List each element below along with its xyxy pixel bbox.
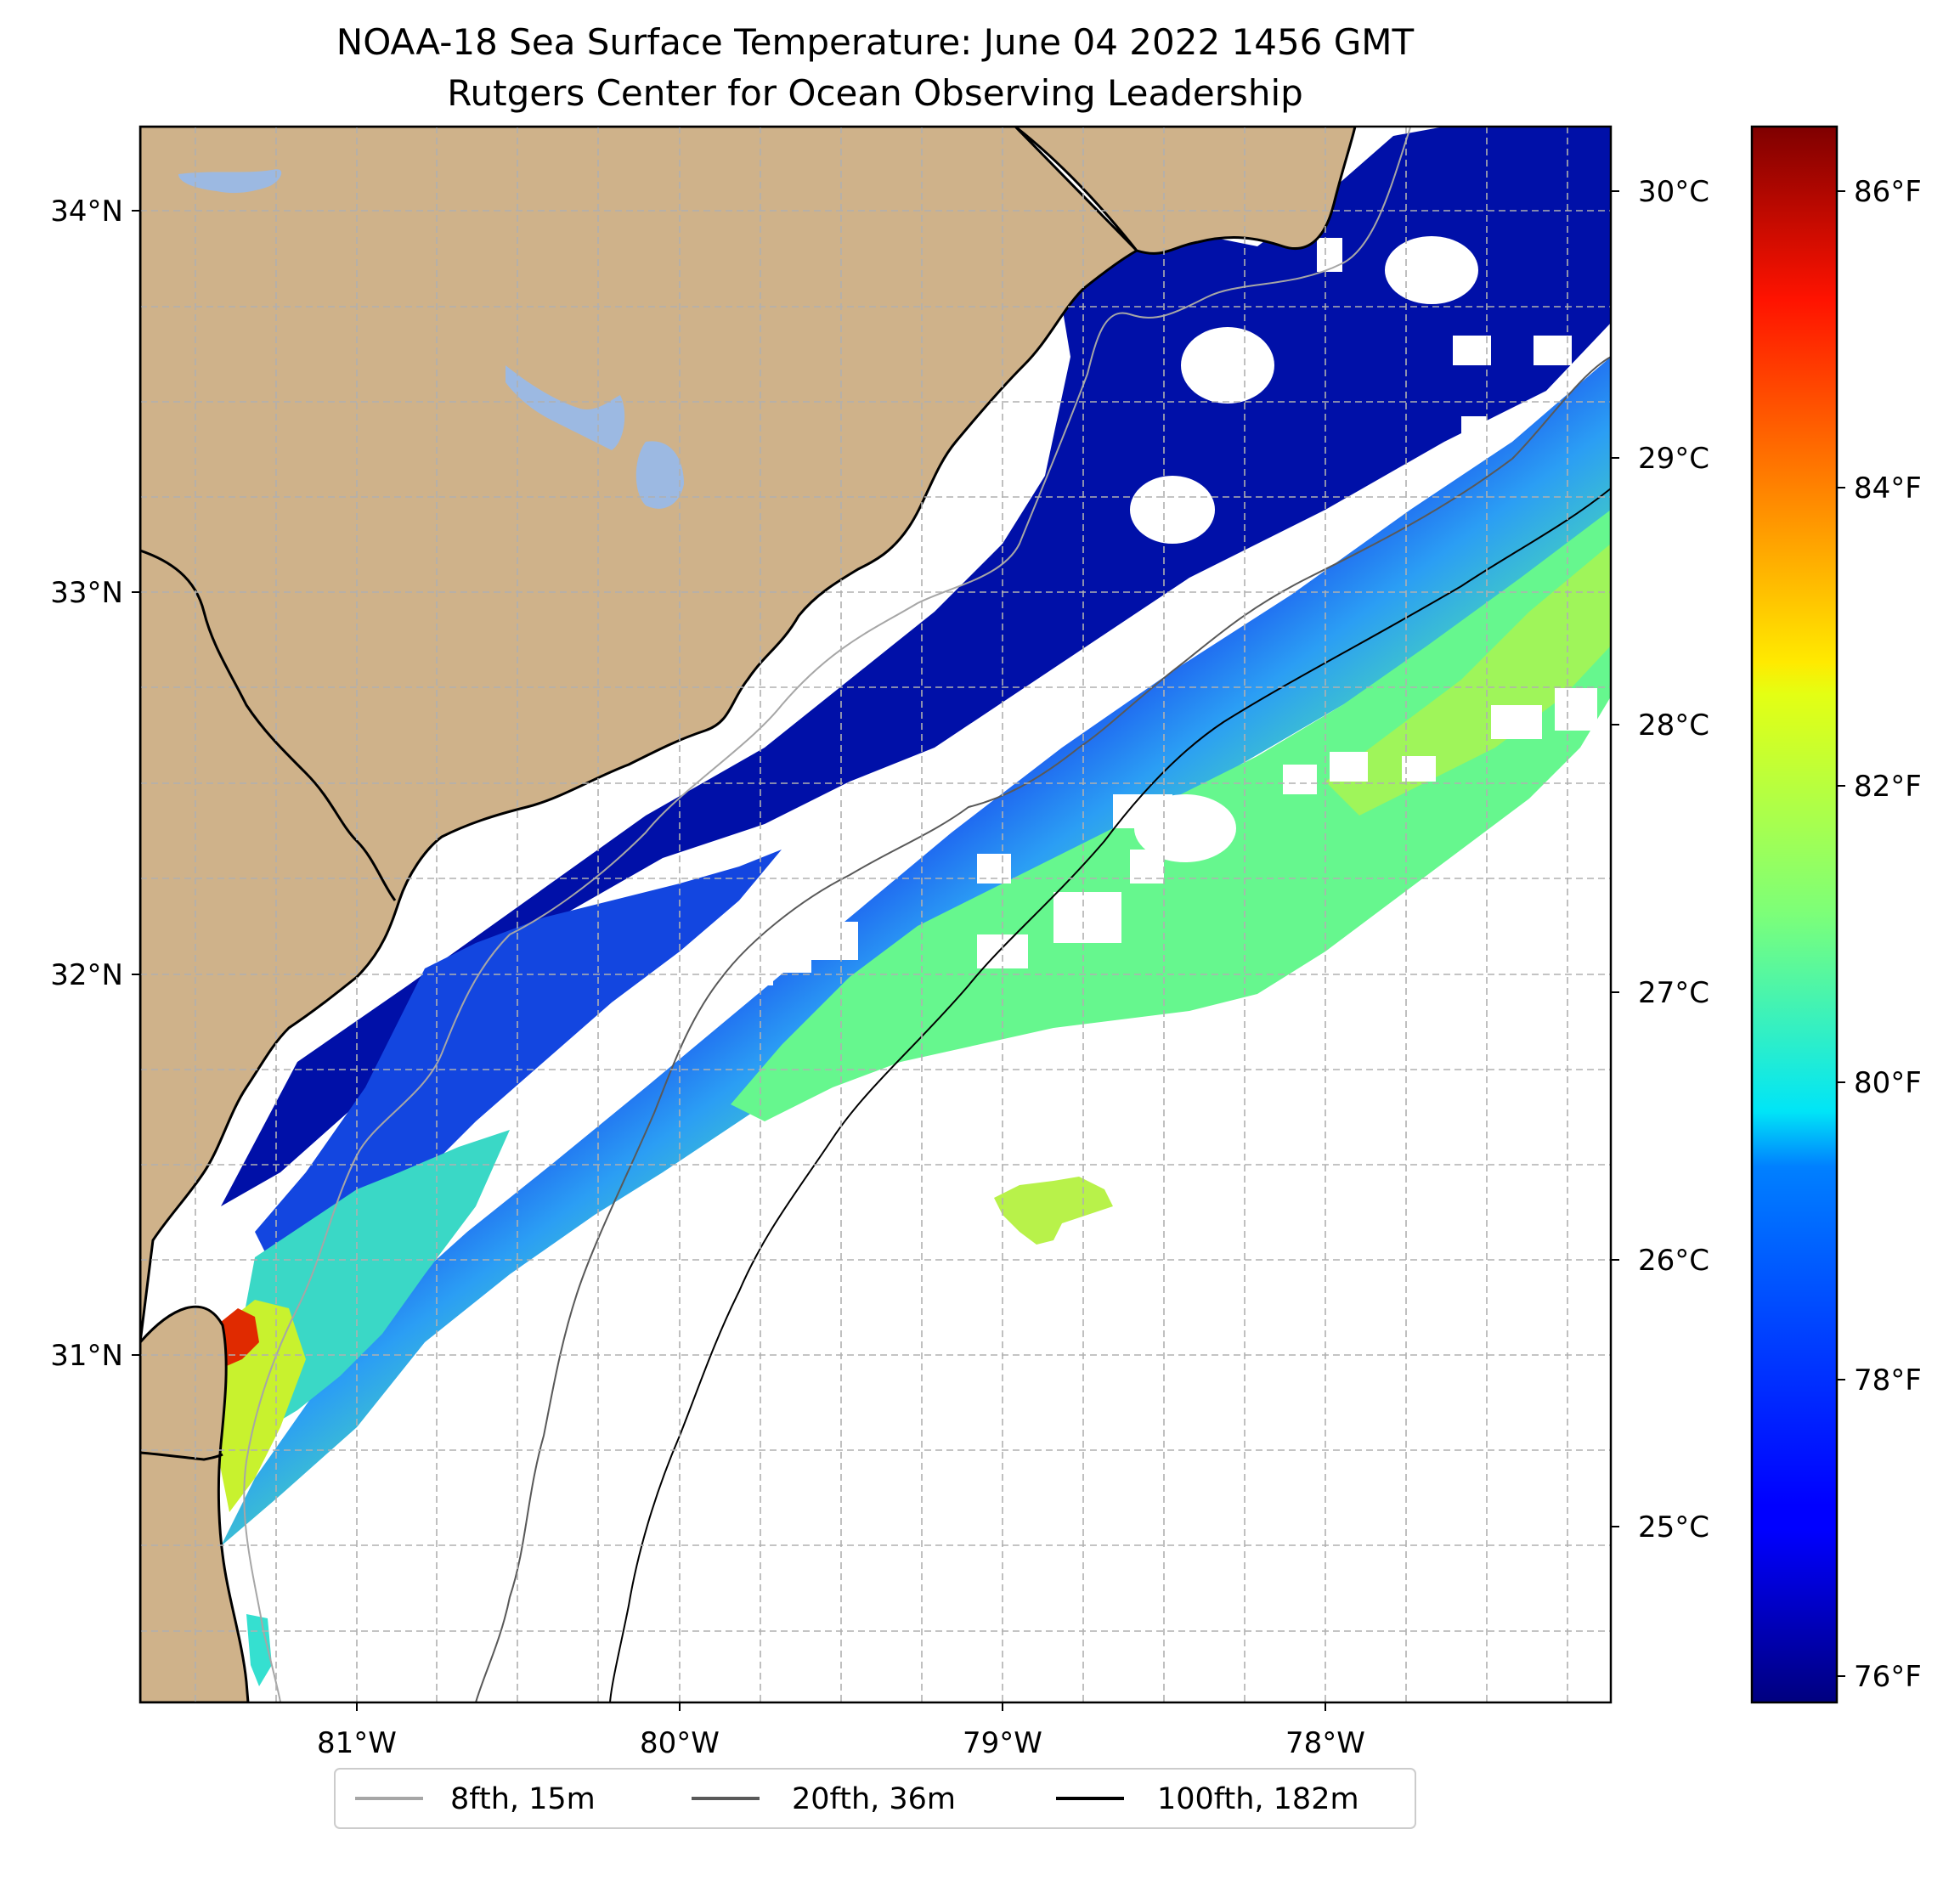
chart-title: NOAA-18 Sea Surface Temperature: June 04…	[336, 21, 1415, 63]
celsius-label: 29°C	[1638, 442, 1709, 476]
lat-label: 32°N	[50, 958, 123, 992]
celsius-label: 30°C	[1638, 175, 1709, 209]
fahrenheit-label: 80°F	[1854, 1066, 1922, 1100]
lake-moultrie-2	[635, 441, 684, 509]
state-border-ga	[140, 549, 397, 901]
celsius-axis: 30°C 29°C 28°C 27°C 26°C 25°C	[1611, 175, 1709, 1544]
legend: 8fth, 15m 20fth, 36m 100fth, 182m	[334, 1768, 1416, 1829]
isobath-20fth	[475, 356, 1611, 1702]
legend-box	[334, 1768, 1416, 1829]
cloud-mask	[684, 236, 1597, 990]
lake-marion	[506, 365, 625, 450]
gridlines	[140, 127, 1611, 1702]
isobath-8fth	[243, 127, 1411, 1702]
state-border	[1014, 127, 1138, 251]
lat-label: 34°N	[50, 195, 123, 229]
fahrenheit-label: 82°F	[1854, 770, 1922, 804]
sst-hot-spot	[217, 1308, 259, 1368]
lat-axis: 34°N 33°N 32°N 31°N	[50, 195, 140, 1373]
sst-small-patch-south	[246, 1614, 272, 1686]
sst-cold-offshore-band	[221, 127, 1611, 1206]
celsius-label: 27°C	[1638, 976, 1709, 1010]
colorbar-gradient	[1750, 125, 1839, 1704]
celsius-label: 26°C	[1638, 1244, 1709, 1278]
lon-axis: 81°W 80°W 79°W 78°W	[317, 1702, 1365, 1760]
legend-label: 100fth, 182m	[1157, 1782, 1359, 1816]
lat-label: 31°N	[50, 1339, 123, 1373]
isobath-100fth	[609, 488, 1611, 1702]
celsius-label: 28°C	[1638, 709, 1709, 742]
chart-subtitle: Rutgers Center for Ocean Observing Leade…	[447, 72, 1303, 114]
fahrenheit-label: 76°F	[1854, 1660, 1922, 1694]
colorbar: 86°F 84°F 82°F 80°F 78°F 76°F	[1750, 125, 1922, 1704]
lon-label: 79°W	[963, 1726, 1042, 1760]
lake-moultrie	[178, 169, 282, 194]
lon-label: 81°W	[317, 1726, 397, 1760]
map-panel	[138, 125, 1613, 1704]
fahrenheit-label: 78°F	[1854, 1363, 1922, 1397]
lon-label: 80°W	[640, 1726, 720, 1760]
sst-gulf-stream-inner	[1325, 544, 1611, 816]
lat-label: 33°N	[50, 576, 123, 610]
legend-label: 20fth, 36m	[792, 1782, 956, 1816]
lon-label: 78°W	[1285, 1726, 1365, 1760]
fahrenheit-label: 84°F	[1854, 471, 1922, 505]
fahrenheit-label: 86°F	[1854, 175, 1922, 209]
state-border-fl	[140, 1451, 223, 1461]
celsius-label: 25°C	[1638, 1510, 1709, 1544]
legend-label: 8fth, 15m	[450, 1782, 596, 1816]
map-frame	[138, 125, 1613, 1704]
sst-inshore-band	[255, 850, 782, 1283]
